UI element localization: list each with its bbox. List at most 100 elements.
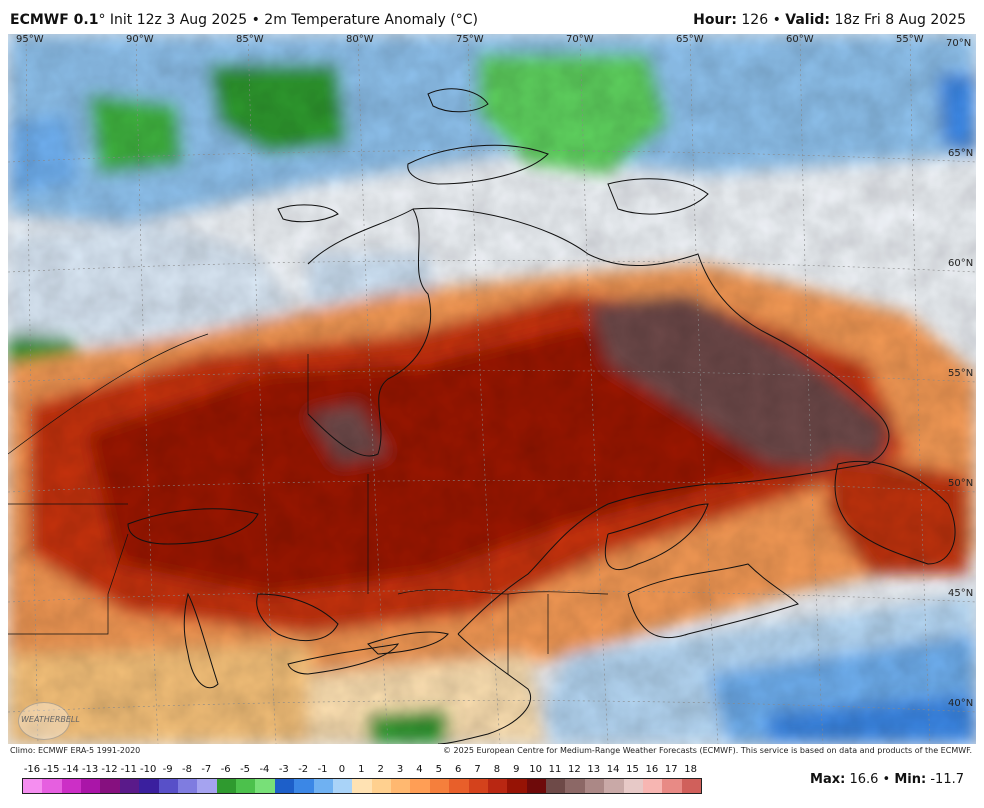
credits-bar: Climo: ECMWF ERA-5 1991-2020 © 2025 Euro…: [8, 745, 976, 757]
max-value: 16.6: [849, 772, 879, 787]
colorbar-cell: [526, 779, 547, 793]
lat-label: 45°N: [948, 588, 974, 599]
colorbar-cell: [642, 779, 663, 793]
colorbar-cell: [487, 779, 508, 793]
lat-label-top: 70°N: [946, 38, 972, 49]
colorbar-cell: [100, 779, 121, 793]
colorbar-cell: [313, 779, 334, 793]
colorbar-tick-label: -4: [259, 764, 270, 775]
colorbar-cell: [371, 779, 392, 793]
colorbar-tick-label: 1: [358, 764, 365, 775]
lon-label: 75°W: [456, 34, 484, 45]
lat-label: 55°N: [948, 368, 974, 379]
colorbar-tick-label: -16: [23, 764, 41, 775]
colorbar-tick-label: -1: [317, 764, 328, 775]
colorbar-cell: [197, 779, 218, 793]
lat-label: 65°N: [948, 148, 974, 159]
colorbar-cell: [352, 779, 373, 793]
colorbar-tick-label: -8: [181, 764, 192, 775]
init-time: Init 12z 3 Aug 2025: [109, 12, 248, 28]
max-label: Max:: [810, 772, 846, 787]
colorbar-tick-label: 6: [454, 764, 462, 775]
header-bar: ECMWF 0.1° Init 12z 3 Aug 2025 • 2m Temp…: [0, 0, 984, 34]
colorbar-tick-label: 3: [396, 764, 404, 775]
lon-label: 70°W: [566, 34, 594, 45]
max-min-readout: Max: 16.6 • Min: -11.7: [810, 772, 964, 787]
graticule: [8, 34, 976, 744]
colorbar-cell: [42, 779, 63, 793]
colorbar-tick-label: -5: [240, 764, 251, 775]
colorbar-cell: [391, 779, 411, 793]
lon-label: 60°W: [786, 34, 814, 45]
lat-label: 40°N: [948, 698, 974, 709]
colorbar-cell: [681, 779, 702, 793]
colorbar-tick-label: 16: [645, 764, 659, 775]
colorbar-cell: [274, 779, 295, 793]
colorbar-cell: [255, 779, 276, 793]
colorbar-tick-label: -13: [81, 764, 99, 775]
colorbar-cell: [468, 779, 489, 793]
colorbar-tick-label: 12: [568, 764, 581, 775]
colorbar-cell: [565, 779, 586, 793]
valid-label: Valid:: [785, 12, 831, 28]
lon-label: 85°W: [236, 34, 264, 45]
colorbar-cell: [158, 779, 179, 793]
colorbar-tick-label: -7: [201, 764, 212, 775]
lat-label: 60°N: [948, 258, 974, 269]
colorbar-cell: [449, 779, 470, 793]
colorbar-tick-label: 7: [474, 764, 481, 775]
colorbar-tick-label: 17: [664, 764, 678, 775]
colorbar-tick-label: 10: [529, 764, 543, 775]
colorbar-tick-label: -15: [43, 764, 60, 775]
colorbar-cell: [216, 779, 237, 793]
colorbar-cell: [584, 779, 605, 793]
lon-label: 95°W: [16, 34, 44, 45]
title-separator: •: [251, 12, 260, 28]
colorbar-tick-label: -2: [298, 764, 309, 775]
map-title: ECMWF 0.1° Init 12z 3 Aug 2025 • 2m Temp…: [10, 12, 478, 28]
climo-credit: Climo: ECMWF ERA-5 1991-2020: [10, 746, 141, 755]
map-canvas: [8, 34, 976, 744]
valid-time: Hour: 126 • Valid: 18z Fri 8 Aug 2025: [693, 12, 966, 28]
lat-label: 50°N: [948, 478, 974, 489]
anomaly-map[interactable]: 95°W 90°W 85°W 80°W 75°W 70°W 65°W 60°W …: [8, 34, 976, 744]
colorbar-cell: [429, 779, 450, 793]
colorbar: [22, 778, 702, 794]
colorbar-tick-label: 2: [377, 764, 384, 775]
colorbar-tick-label: 13: [587, 764, 601, 775]
colorbar-cell: [177, 779, 198, 793]
model-name: ECMWF 0.1: [10, 12, 99, 28]
product-name: 2m Temperature Anomaly (°C): [264, 12, 478, 28]
colorbar-tick-label: -9: [162, 764, 173, 775]
lon-label: 55°W: [896, 34, 924, 45]
lon-label: 80°W: [346, 34, 374, 45]
colorbar-cell: [119, 779, 140, 793]
colorbar-tick-label: -14: [62, 764, 79, 775]
colorbar-cell: [507, 779, 528, 793]
colorbar-cell: [604, 779, 624, 793]
colorbar-cell: [81, 779, 101, 793]
lon-label: 65°W: [676, 34, 704, 45]
colorbar-cell: [139, 779, 160, 793]
colorbar-tick-label: 18: [684, 764, 697, 775]
colorbar-tick-label: -3: [278, 764, 289, 775]
valid-date: 18z Fri 8 Aug 2025: [834, 12, 966, 28]
coastlines: [8, 88, 956, 744]
colorbar-cell: [236, 779, 256, 793]
colorbar-cell: [332, 779, 353, 793]
colorbar-tick-label: 0: [338, 764, 346, 775]
colorbar-tick-label: 15: [626, 764, 639, 775]
colorbar-cell: [410, 779, 431, 793]
colorbar-cell: [662, 779, 683, 793]
hour-label: Hour:: [693, 12, 737, 28]
weatherbell-logo: WEATHERBELL: [18, 702, 80, 740]
colorbar-tick-label: 11: [548, 764, 562, 775]
forecast-hour: 126: [741, 12, 769, 28]
colorbar-cell: [294, 779, 315, 793]
colorbar-tick-label: -11: [120, 764, 138, 775]
colorbar-tick-label: -6: [220, 764, 231, 775]
colorbar-tick-label: 14: [606, 764, 620, 775]
colorbar-cell: [546, 779, 566, 793]
valid-separator: •: [772, 12, 781, 28]
copyright-credit: © 2025 European Centre for Medium-Range …: [443, 746, 972, 755]
